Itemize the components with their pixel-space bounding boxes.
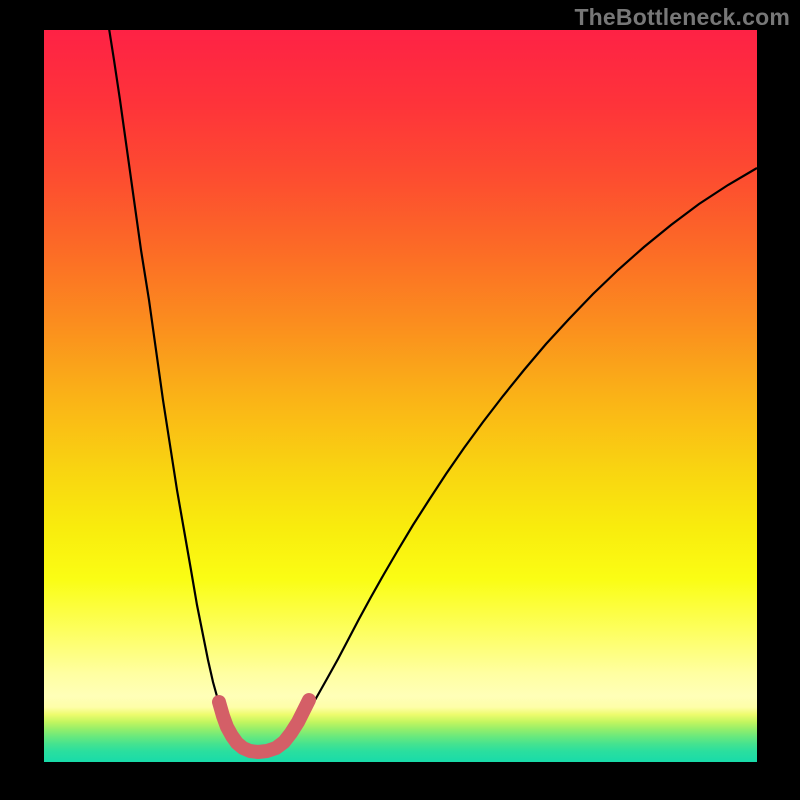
watermark-text: TheBottleneck.com	[574, 4, 790, 31]
chart-container: { "watermark": { "text": "TheBottleneck.…	[0, 0, 800, 800]
bottleneck-chart	[0, 0, 800, 800]
plot-background	[44, 30, 757, 762]
